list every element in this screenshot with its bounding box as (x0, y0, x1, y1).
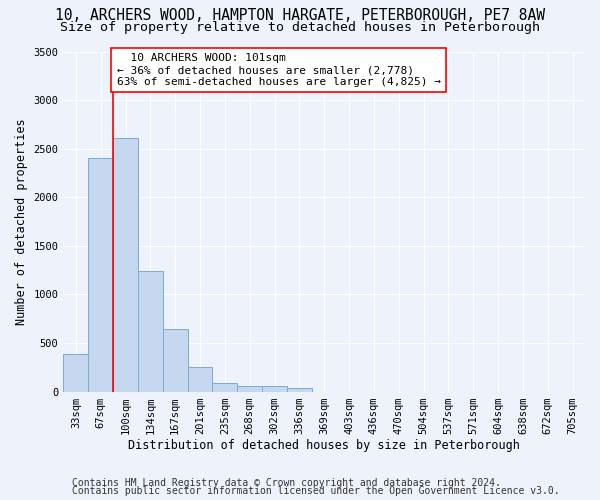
Bar (64, 354, 88, 392)
Text: Contains public sector information licensed under the Open Government Licence v3: Contains public sector information licen… (72, 486, 560, 496)
Bar (163, 330, 188, 392)
Text: Size of property relative to detached houses in Peterborough: Size of property relative to detached ho… (60, 21, 540, 34)
Text: 10, ARCHERS WOOD, HAMPTON HARGATE, PETERBOROUGH, PE7 8AW: 10, ARCHERS WOOD, HAMPTON HARGATE, PETER… (55, 8, 545, 22)
Bar (287, 388, 312, 392)
X-axis label: Distribution of detached houses by size in Peterborough: Distribution of detached houses by size … (128, 440, 520, 452)
Bar (188, 367, 212, 392)
Bar (88, 158, 113, 392)
Bar (262, 386, 287, 392)
Bar (237, 386, 262, 392)
Bar (113, 138, 138, 392)
Bar (212, 383, 237, 392)
Bar (138, 271, 163, 392)
Text: 10 ARCHERS WOOD: 101sqm
← 36% of detached houses are smaller (2,778)
63% of semi: 10 ARCHERS WOOD: 101sqm ← 36% of detache… (117, 54, 441, 86)
Y-axis label: Number of detached properties: Number of detached properties (15, 118, 28, 325)
Text: Contains HM Land Registry data © Crown copyright and database right 2024.: Contains HM Land Registry data © Crown c… (72, 478, 501, 488)
